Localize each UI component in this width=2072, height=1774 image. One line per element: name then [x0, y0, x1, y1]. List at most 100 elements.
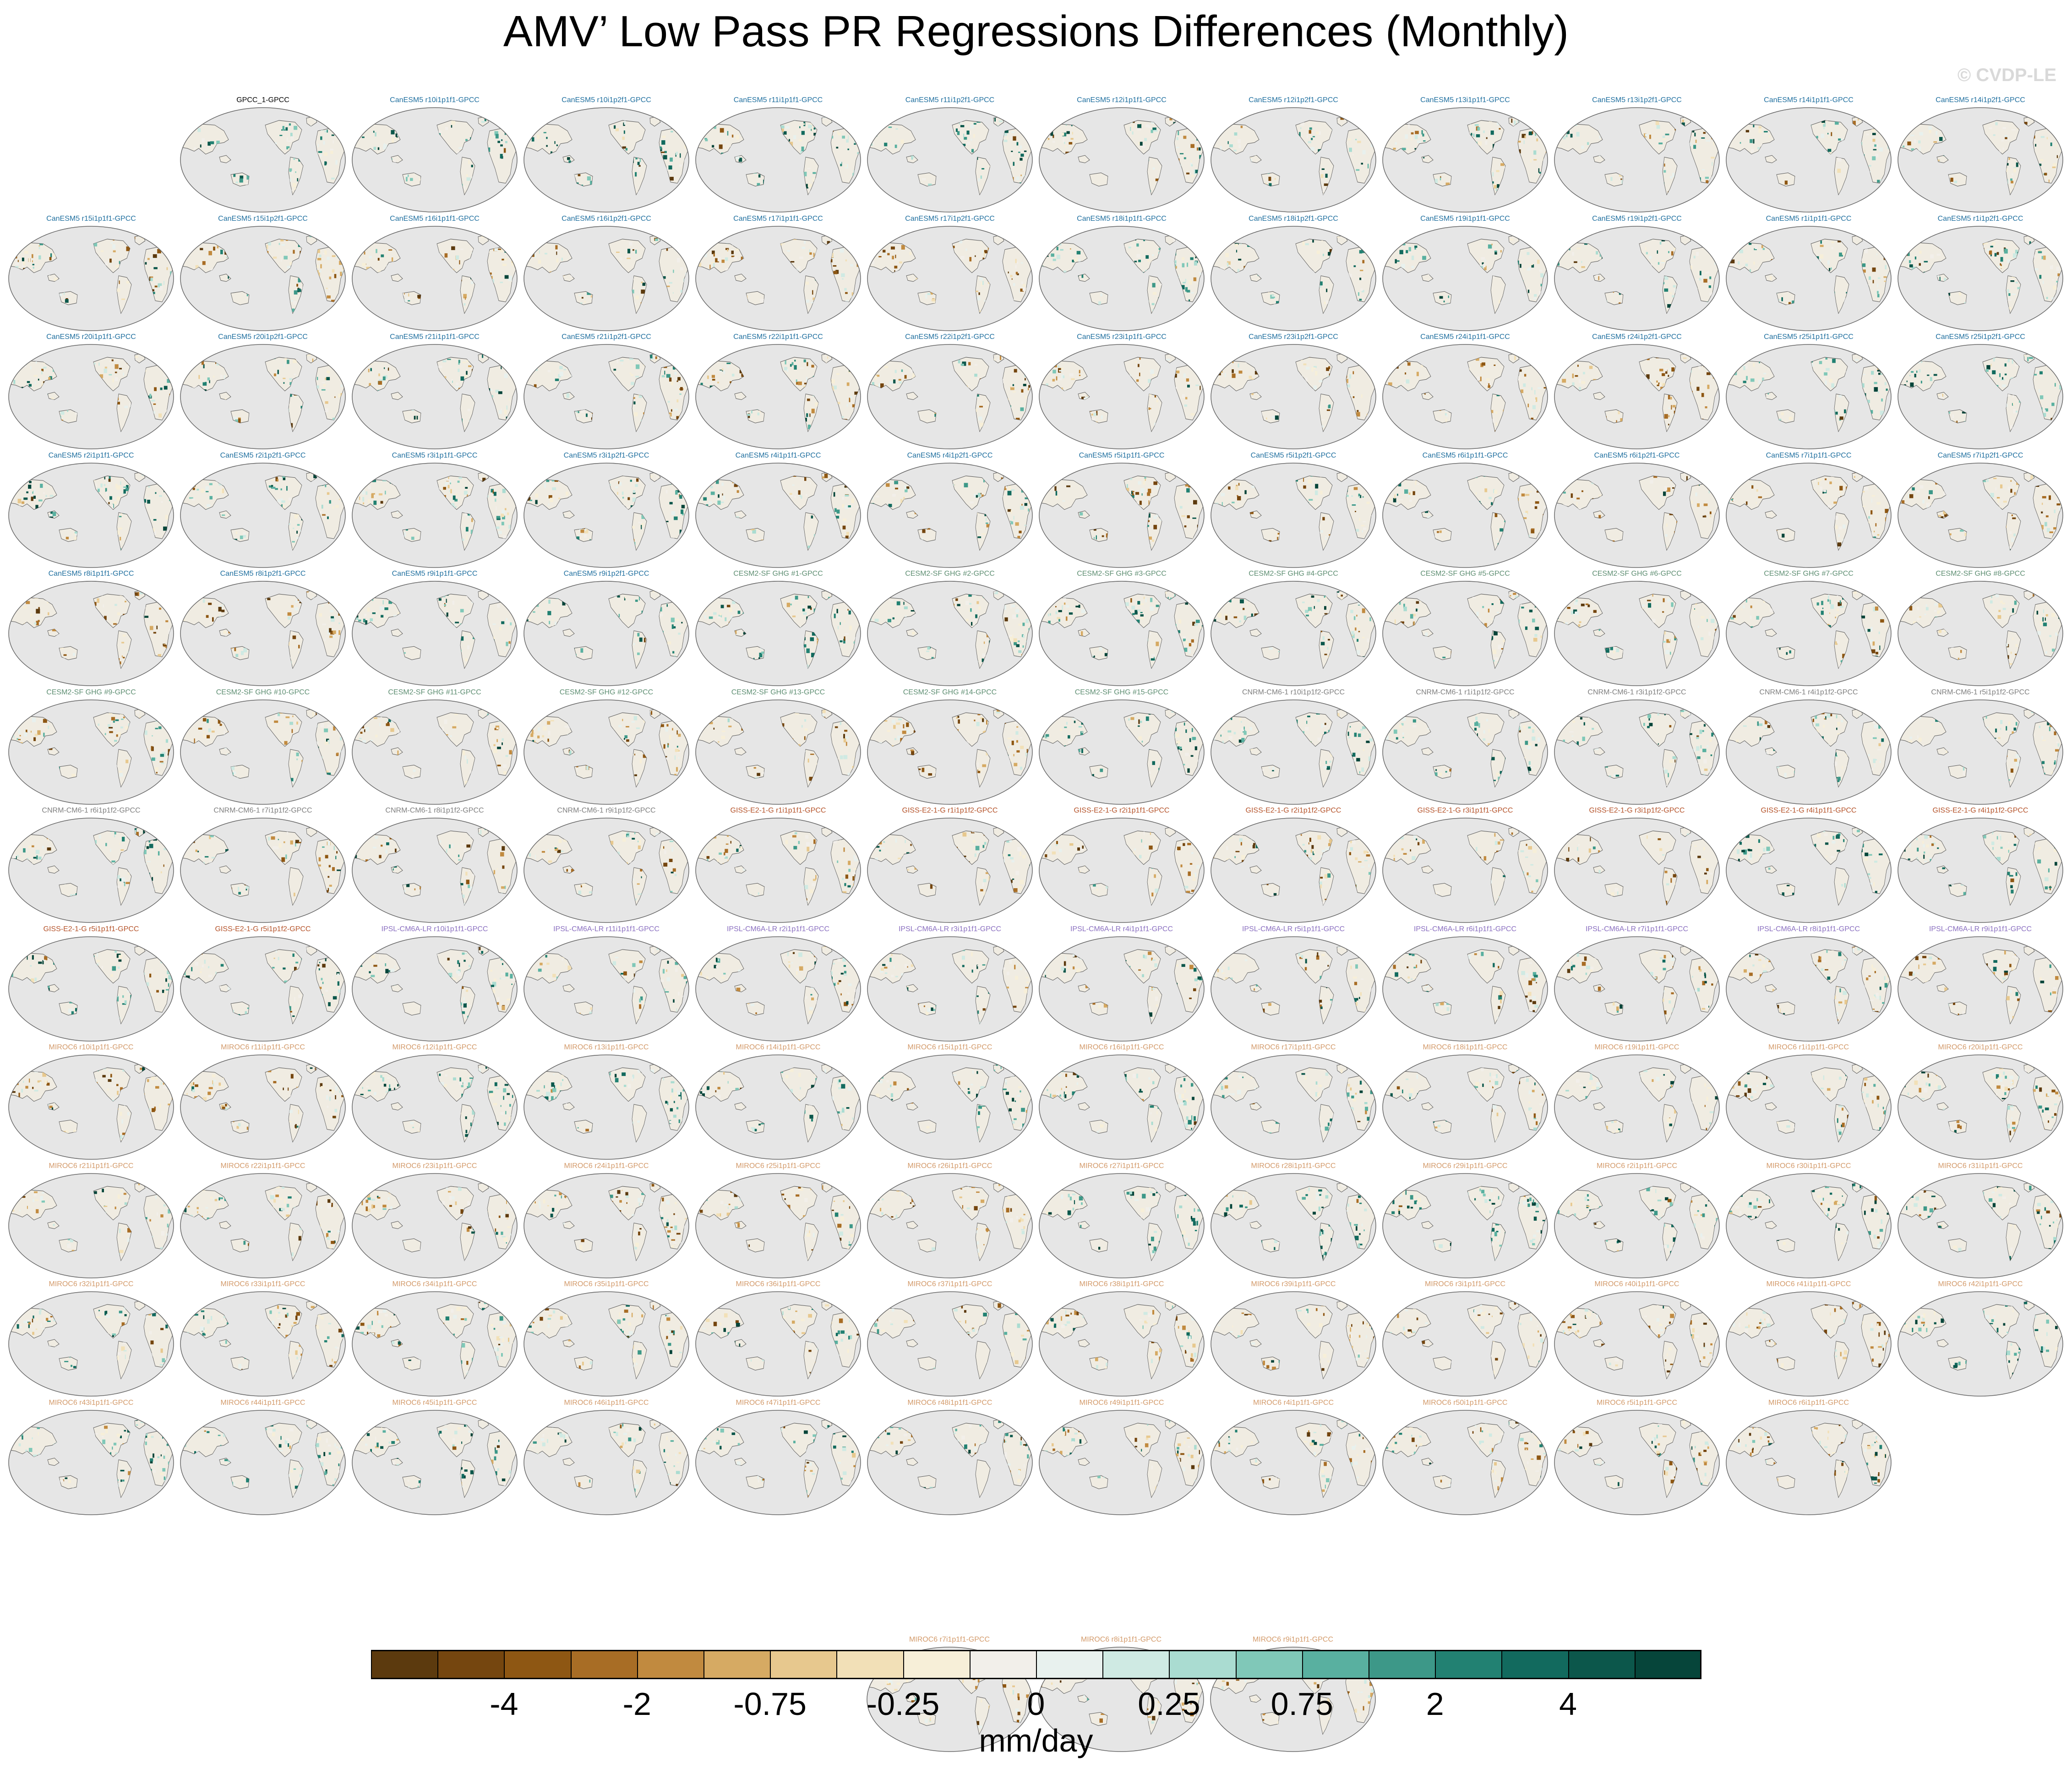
- panel-label: CanESM5 r7i1p2f1-GPCC: [1896, 452, 2065, 460]
- colorbar-swatch: [1435, 1650, 1502, 1679]
- map-panel: CanESM5 r16i1p1f1-GPCC: [350, 215, 519, 334]
- panel-label: MIROC6 r6i1p1f1-GPCC: [1724, 1399, 1893, 1407]
- map-panel: CanESM5 r1i1p1f1-GPCC: [1724, 215, 1893, 334]
- panel-label: IPSL-CM6A-LR r9i1p1f1-GPCC: [1896, 925, 2065, 933]
- colorbar-swatch: [1369, 1650, 1436, 1679]
- panel-map: [1726, 936, 1892, 1042]
- panel-map: [867, 225, 1033, 331]
- panel-map: [180, 699, 346, 805]
- panel-label: CanESM5 r14i1p2f1-GPCC: [1896, 96, 2065, 104]
- map-panel: CESM2-SF GHG #6-GPCC: [1552, 570, 1722, 689]
- panel-label: MIROC6 r39i1p1f1-GPCC: [1209, 1280, 1378, 1288]
- map-panel: MIROC6 r17i1p1f1-GPCC: [1209, 1043, 1378, 1163]
- panel-map: [1726, 1409, 1892, 1515]
- panel-map: [1382, 581, 1548, 686]
- panel-label: MIROC6 r7i1p1f1-GPCC: [865, 1636, 1034, 1644]
- panel-label: MIROC6 r19i1p1f1-GPCC: [1552, 1043, 1722, 1052]
- panel-map: [1382, 936, 1548, 1042]
- map-panel: MIROC6 r26i1p1f1-GPCC: [865, 1162, 1035, 1281]
- map-panel: CNRM-CM6-1 r10i1p1f2-GPCC: [1209, 688, 1378, 808]
- panel-map: [1898, 818, 2063, 923]
- map-panel: CanESM5 r12i1p2f1-GPCC: [1209, 96, 1378, 215]
- map-panel: CanESM5 r14i1p2f1-GPCC: [1896, 96, 2065, 215]
- panel-map: [695, 462, 861, 568]
- panel-label: MIROC6 r3i1p1f1-GPCC: [1380, 1280, 1550, 1288]
- colorbar-tick-label: 4: [1559, 1686, 1577, 1722]
- panel-map: [8, 225, 174, 331]
- panel-map: [1898, 936, 2063, 1042]
- colorbar-swatch: [1169, 1650, 1236, 1679]
- panel-label: CanESM5 r23i1p1f1-GPCC: [1037, 333, 1206, 341]
- panel-label: CESM2-SF GHG #3-GPCC: [1037, 570, 1206, 578]
- map-panel: CanESM5 r6i1p2f1-GPCC: [1552, 452, 1722, 571]
- panel-label: MIROC6 r17i1p1f1-GPCC: [1209, 1043, 1378, 1052]
- panel-label: CanESM5 r12i1p1f1-GPCC: [1037, 96, 1206, 104]
- panel-map: [8, 1173, 174, 1278]
- panel-map: [1210, 1173, 1376, 1278]
- panel-label: CESM2-SF GHG #14-GPCC: [865, 688, 1035, 697]
- panel-map: [1382, 1409, 1548, 1515]
- colorbar-swatch: [770, 1650, 837, 1679]
- map-panel: IPSL-CM6A-LR r5i1p1f1-GPCC: [1209, 925, 1378, 1044]
- panel-label: MIROC6 r16i1p1f1-GPCC: [1037, 1043, 1206, 1052]
- panel-map: [8, 344, 174, 449]
- map-panel: CanESM5 r22i1p1f1-GPCC: [693, 333, 863, 452]
- map-panel: CanESM5 r5i1p1f1-GPCC: [1037, 452, 1206, 571]
- panel-map: [1726, 225, 1892, 331]
- panel-label: MIROC6 r27i1p1f1-GPCC: [1037, 1162, 1206, 1170]
- map-panel: MIROC6 r31i1p1f1-GPCC: [1896, 1162, 2065, 1281]
- map-panel: MIROC6 r21i1p1f1-GPCC: [6, 1162, 176, 1281]
- panel-label: MIROC6 r35i1p1f1-GPCC: [522, 1280, 691, 1288]
- panel-label: CESM2-SF GHG #10-GPCC: [178, 688, 348, 697]
- panel-map: [8, 1054, 174, 1160]
- map-panel: CanESM5 r4i1p1f1-GPCC: [693, 452, 863, 571]
- panel-map: [1726, 1054, 1892, 1160]
- panel-label: IPSL-CM6A-LR r7i1p1f1-GPCC: [1552, 925, 1722, 933]
- panel-map: [352, 818, 518, 923]
- map-panel: CESM2-SF GHG #8-GPCC: [1896, 570, 2065, 689]
- panel-map: [1898, 1054, 2063, 1160]
- panel-map: [180, 1054, 346, 1160]
- map-panel: CNRM-CM6-1 r7i1p1f2-GPCC: [178, 807, 348, 926]
- map-panel: CanESM5 r9i1p2f1-GPCC: [522, 570, 691, 689]
- panel-map: [180, 225, 346, 331]
- panel-map: [180, 936, 346, 1042]
- panel-label: MIROC6 r31i1p1f1-GPCC: [1896, 1162, 2065, 1170]
- panel-map: [1726, 1291, 1892, 1397]
- map-panel: CanESM5 r17i1p2f1-GPCC: [865, 215, 1035, 334]
- panel-label: CanESM5 r12i1p2f1-GPCC: [1209, 96, 1378, 104]
- colorbar-tick-label: -2: [623, 1686, 651, 1722]
- panel-label: CanESM5 r6i1p2f1-GPCC: [1552, 452, 1722, 460]
- map-panel: MIROC6 r42i1p1f1-GPCC: [1896, 1280, 2065, 1399]
- map-panel: IPSL-CM6A-LR r8i1p1f1-GPCC: [1724, 925, 1893, 1044]
- map-panel: MIROC6 r33i1p1f1-GPCC: [178, 1280, 348, 1399]
- map-panel: CNRM-CM6-1 r6i1p1f2-GPCC: [6, 807, 176, 926]
- map-panel: GISS-E2-1-G r3i1p1f1-GPCC: [1380, 807, 1550, 926]
- panel-map: [1039, 1054, 1205, 1160]
- panel-map: [1554, 581, 1720, 686]
- panel-map: [867, 1409, 1033, 1515]
- page-title: AMV’ Low Pass PR Regressions Differences…: [0, 6, 2072, 57]
- map-panel: MIROC6 r24i1p1f1-GPCC: [522, 1162, 691, 1281]
- panel-label: CanESM5 r15i1p1f1-GPCC: [6, 215, 176, 223]
- map-panel: CESM2-SF GHG #10-GPCC: [178, 688, 348, 808]
- panel-map: [695, 581, 861, 686]
- panel-map: [352, 107, 518, 213]
- panel-map: [352, 225, 518, 331]
- panel-map: [352, 344, 518, 449]
- panel-map: [352, 462, 518, 568]
- map-panel: GISS-E2-1-G r4i1p1f1-GPCC: [1724, 807, 1893, 926]
- map-panel: MIROC6 r30i1p1f1-GPCC: [1724, 1162, 1893, 1281]
- panel-map: [1554, 818, 1720, 923]
- panel-map: [1039, 462, 1205, 568]
- colorbar-swatch: [969, 1650, 1036, 1679]
- panel-label: CanESM5 r9i1p1f1-GPCC: [350, 570, 519, 578]
- panel-map: [8, 936, 174, 1042]
- map-panel: CanESM5 r18i1p2f1-GPCC: [1209, 215, 1378, 334]
- map-panel: CanESM5 r21i1p1f1-GPCC: [350, 333, 519, 452]
- panel-label: CanESM5 r24i1p2f1-GPCC: [1552, 333, 1722, 341]
- map-panel: CESM2-SF GHG #1-GPCC: [693, 570, 863, 689]
- panel-label: GISS-E2-1-G r5i1p1f2-GPCC: [178, 925, 348, 933]
- panel-label: MIROC6 r26i1p1f1-GPCC: [865, 1162, 1035, 1170]
